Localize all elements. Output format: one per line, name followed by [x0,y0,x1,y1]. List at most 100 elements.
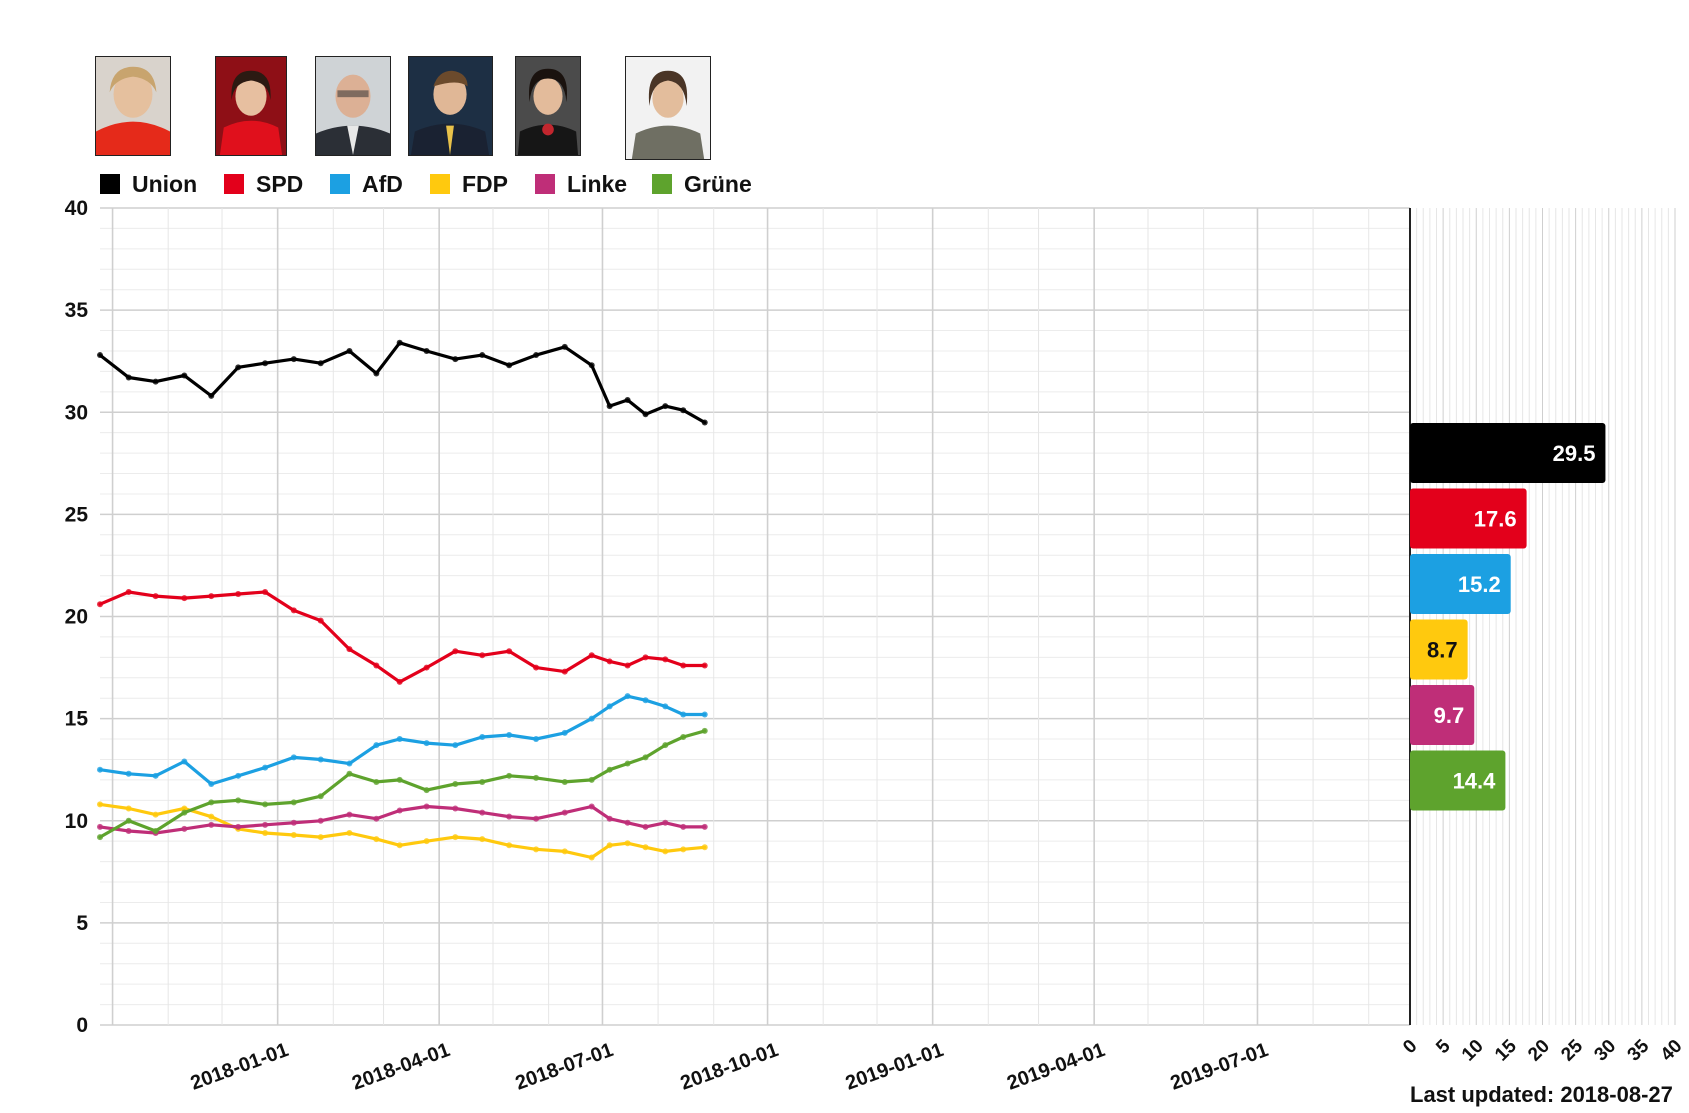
series-point-0 [97,352,103,359]
series-point-1 [396,678,403,685]
series-point-3 [317,834,324,841]
series-point-0 [561,343,568,350]
series-point-3 [506,842,513,849]
series-point-2 [290,754,297,761]
series-point-4 [396,807,403,814]
series-point-0 [533,352,540,359]
series-point-4 [624,819,631,826]
legend-label-linke: Linke [567,170,628,197]
series-point-2 [588,715,595,722]
bar-value-label: 9.7 [1434,703,1465,728]
series-point-5 [423,787,430,794]
y-tick-label: 15 [65,708,89,731]
series-point-0 [262,360,269,367]
series-point-5 [208,799,215,806]
bar-linke [1410,685,1475,745]
y-tick-label: 25 [65,503,89,526]
series-point-2 [662,703,669,710]
bar-x-tick-label: 5 [1432,1035,1455,1058]
portrait-gruene [625,56,711,160]
series-point-0 [479,352,486,359]
series-point-0 [235,364,242,371]
series-point-5 [181,809,188,816]
series-point-1 [235,591,242,598]
series-point-3 [624,840,631,847]
series-point-5 [624,760,631,767]
series-point-5 [479,778,486,785]
series-point-4 [588,803,595,810]
series-point-0 [125,374,132,381]
series-point-3 [680,846,687,853]
series-point-3 [396,842,403,849]
series-point-2 [452,742,459,749]
series-point-3 [701,844,708,851]
x-tick-label: 2018-04-01 [349,1039,453,1095]
series-point-3 [373,836,380,843]
series-point-0 [181,372,188,379]
series-point-4 [97,823,103,830]
series-point-1 [181,595,188,602]
series-point-3 [662,848,669,855]
series-point-2 [680,711,687,718]
series-point-3 [479,836,486,843]
series-point-2 [606,703,613,710]
x-tick-label: 2018-07-01 [513,1039,617,1095]
series-point-1 [624,662,631,669]
series-point-4 [701,823,708,830]
bar-x-tick-label: 0 [1399,1036,1421,1058]
series-point-3 [125,805,132,812]
series-point-5 [262,801,269,808]
legend-swatch-spd [224,174,244,194]
series-point-4 [680,823,687,830]
series-point-4 [423,803,430,810]
series-point-5 [317,793,324,800]
series-point-0 [624,396,631,403]
series-point-4 [642,823,649,830]
series-point-5 [290,799,297,806]
series-point-1 [290,607,297,614]
series-point-5 [606,766,613,773]
series-point-4 [262,821,269,828]
legend-label-gruene: Grüne [684,170,752,197]
series-point-3 [561,848,568,855]
series-point-5 [235,797,242,804]
series-point-5 [680,734,687,741]
legend-label-spd: SPD [256,170,304,197]
series-point-2 [373,742,380,749]
series-point-1 [606,658,613,665]
y-tick-label: 35 [65,299,89,322]
bar-x-tick-label: 40 [1657,1036,1687,1066]
series-point-1 [97,601,103,608]
x-tick-label: 2019-07-01 [1168,1039,1272,1095]
series-point-2 [235,772,242,779]
series-point-0 [208,392,215,399]
bar-x-tick-label: 10 [1458,1036,1488,1066]
series-point-3 [152,811,159,818]
series-point-5 [506,772,513,779]
legend-swatch-afd [330,174,350,194]
series-point-4 [317,817,324,824]
bar-x-tick-label: 20 [1524,1036,1554,1066]
legend-swatch-union [100,174,120,194]
x-tick-label: 2018-10-01 [678,1039,782,1095]
bar-x-tick-label: 15 [1491,1035,1521,1065]
y-tick-label: 40 [65,197,88,220]
series-point-2 [181,758,188,765]
series-point-0 [680,407,687,414]
bar-value-label: 29.5 [1553,441,1596,466]
series-point-2 [396,736,403,743]
y-tick-label: 30 [65,401,88,424]
series-point-5 [373,778,380,785]
series-point-3 [642,844,649,851]
series-point-3 [452,834,459,841]
series-point-2 [346,760,353,767]
legend-item-spd: SPD [224,170,304,197]
series-point-5 [701,727,708,734]
series-point-5 [346,770,353,777]
series-point-3 [97,801,103,808]
bar-spd [1410,488,1527,549]
legend-item-union: Union [100,171,197,197]
series-point-2 [642,697,649,704]
